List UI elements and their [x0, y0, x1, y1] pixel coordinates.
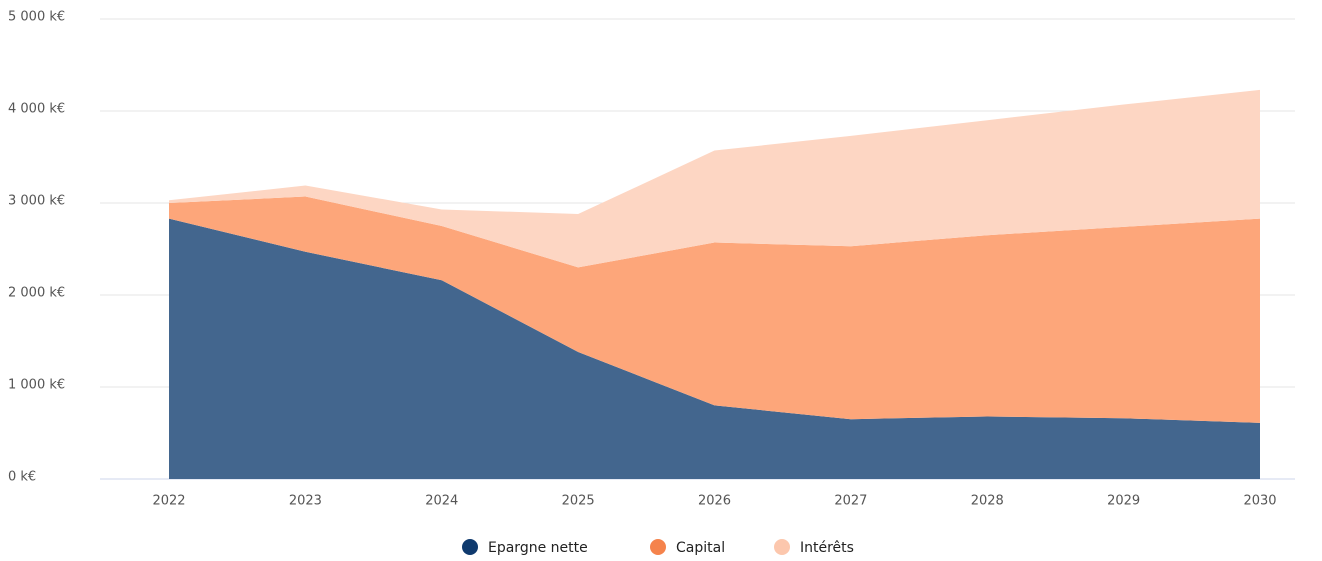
y-tick-label: 5 000 k€ — [8, 10, 65, 25]
x-tick-label: 2022 — [152, 494, 185, 509]
y-tick-label: 2 000 k€ — [8, 286, 65, 301]
x-tick-label: 2024 — [425, 494, 458, 509]
legend-text: Epargne nette — [488, 540, 588, 556]
x-tick-label: 2030 — [1243, 494, 1276, 509]
x-tick-label: 2029 — [1107, 494, 1140, 509]
area — [169, 89, 1260, 268]
y-tick-label: 4 000 k€ — [8, 102, 65, 117]
x-tick-label: 2027 — [834, 494, 867, 509]
x-tick-label: 2028 — [971, 494, 1004, 509]
legend-text: Intérêts — [800, 540, 854, 556]
legend-marker — [462, 539, 478, 555]
x-tick-label: 2025 — [562, 494, 595, 509]
legend-text: Capital — [676, 540, 725, 556]
x-tick-label: 2023 — [289, 494, 322, 509]
y-tick-label: 3 000 k€ — [8, 194, 65, 209]
y-tick-label: 0 k€ — [8, 470, 36, 485]
legend-marker — [650, 539, 666, 555]
area — [169, 218, 1260, 479]
x-tick-label: 2026 — [698, 494, 731, 509]
legend-marker — [774, 539, 790, 555]
y-tick-label: 1 000 k€ — [8, 378, 65, 393]
area — [169, 196, 1260, 423]
